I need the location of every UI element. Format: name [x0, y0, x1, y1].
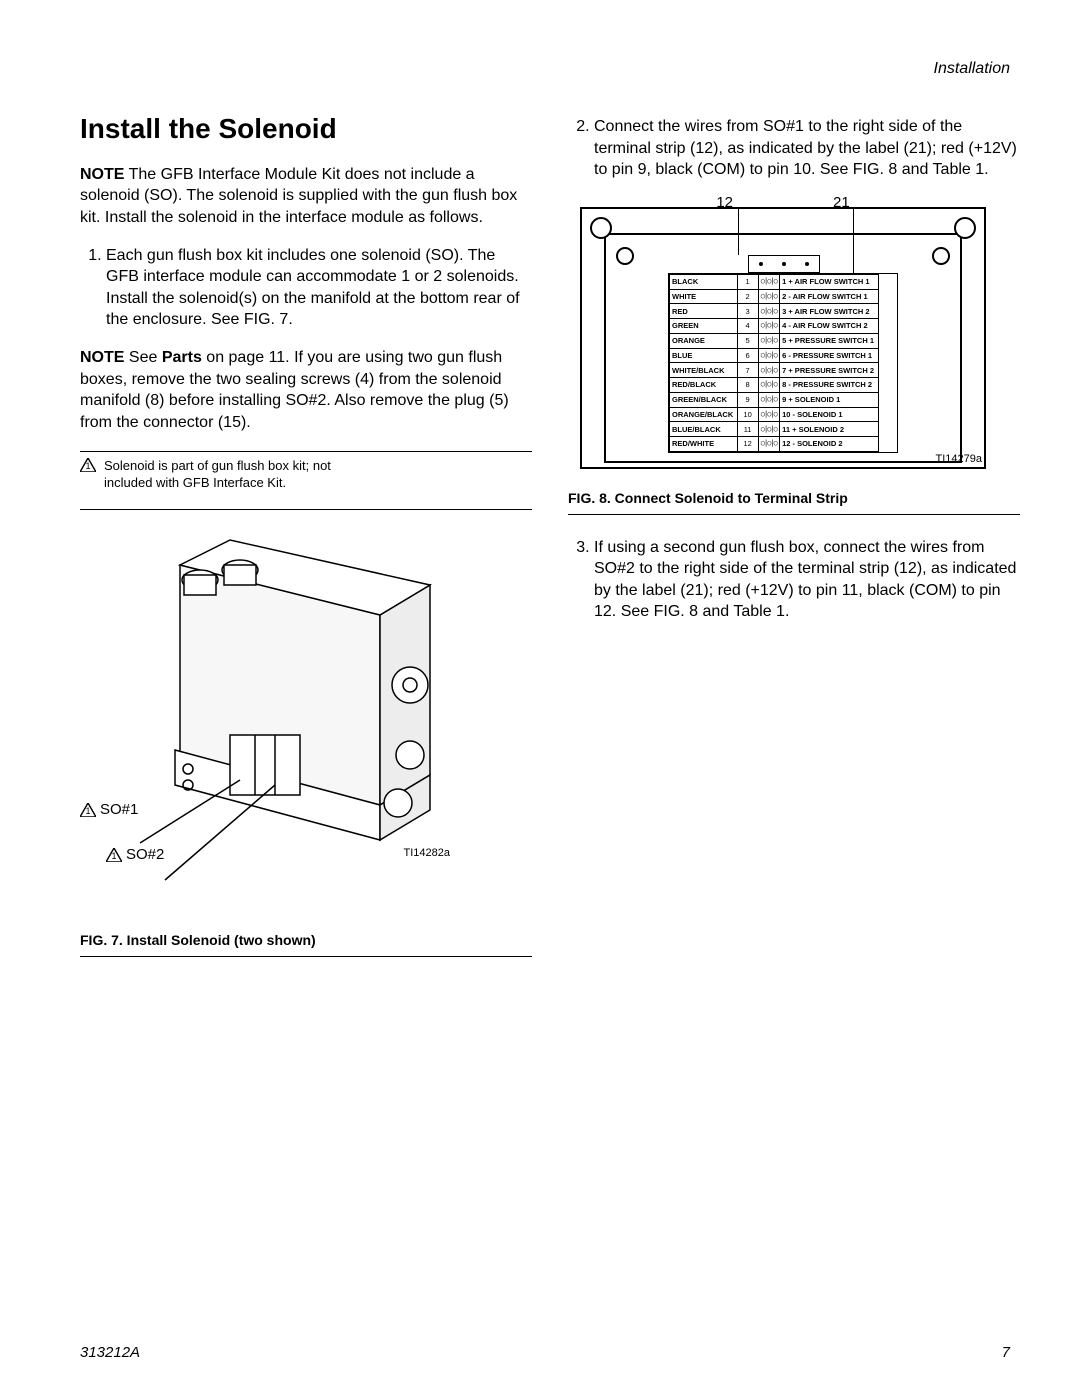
fig7-label-so1: 1 SO#1 — [80, 800, 138, 820]
footer: 313212A 7 — [80, 1344, 1010, 1361]
intro-note-text: The GFB Interface Module Kit does not in… — [80, 166, 517, 226]
fig7-caption: FIG. 7. Install Solenoid (two shown) — [80, 931, 532, 957]
intro-note-prefix: NOTE — [80, 166, 124, 183]
figure-8: 12 21 BLACK1○|○|○1 + AIR FLOW SWITCH 1WH… — [568, 193, 998, 483]
fig7-caption-text: Install Solenoid (two shown) — [123, 932, 316, 948]
screw-icon — [954, 217, 976, 239]
page: Installation Install the Solenoid NOTE T… — [0, 0, 1080, 1397]
terminal-row: RED/WHITE12○|○|○12 - SOLENOID 2 — [670, 437, 879, 452]
step-3: If using a second gun flush box, connect… — [594, 537, 1020, 623]
note2-a: See — [124, 349, 161, 366]
running-header: Installation — [934, 60, 1011, 78]
right-column: Connect the wires from SO#1 to the right… — [568, 110, 1020, 957]
fig8-caption-fig: FIG. 8. — [568, 490, 611, 506]
fig7-so2-text: SO#2 — [126, 845, 164, 865]
screw-icon — [616, 247, 634, 265]
fig7-label-so2: 1 SO#2 — [106, 845, 164, 865]
terminal-strip: BLACK1○|○|○1 + AIR FLOW SWITCH 1WHITE2○|… — [668, 273, 898, 453]
step-2: Connect the wires from SO#1 to the right… — [594, 116, 1020, 181]
terminal-row: GREEN/BLACK9○|○|○9 + SOLENOID 1 — [670, 392, 879, 407]
terminal-row: ORANGE/BLACK10○|○|○10 - SOLENOID 1 — [670, 407, 879, 422]
fig8-caption: FIG. 8. Connect Solenoid to Terminal Str… — [568, 489, 1020, 515]
svg-text:1: 1 — [85, 806, 90, 816]
steps-right-a: Connect the wires from SO#1 to the right… — [568, 116, 1020, 181]
terminal-row: WHITE/BLACK7○|○|○7 + PRESSURE SWITCH 2 — [670, 363, 879, 378]
divider — [80, 509, 532, 510]
warning-icon: 1 — [80, 458, 96, 491]
fig7-so1-text: SO#1 — [100, 800, 138, 820]
screw-icon — [590, 217, 612, 239]
fig7-caption-fig: FIG. 7. — [80, 932, 123, 948]
page-number: 7 — [1002, 1344, 1010, 1361]
note2-prefix: NOTE — [80, 349, 124, 366]
fig8-ref: TI14279a — [936, 452, 982, 467]
left-column: Install the Solenoid NOTE The GFB Interf… — [80, 110, 532, 957]
caution-text: Solenoid is part of gun flush box kit; n… — [104, 458, 380, 491]
warning-icon: 1 — [106, 848, 122, 862]
svg-text:1: 1 — [85, 461, 90, 471]
connector-top — [748, 255, 820, 273]
fig7-ref: TI14282a — [404, 846, 450, 861]
intro-note: NOTE The GFB Interface Module Kit does n… — [80, 164, 532, 229]
terminal-row: RED3○|○|○3 + AIR FLOW SWITCH 2 — [670, 304, 879, 319]
section-title: Install the Solenoid — [80, 110, 532, 148]
terminal-row: ORANGE5○|○|○5 + PRESSURE SWITCH 1 — [670, 333, 879, 348]
terminal-row: BLUE/BLACK11○|○|○11 + SOLENOID 2 — [670, 422, 879, 437]
fig7-drawing — [80, 525, 450, 925]
step-1: Each gun flush box kit includes one sole… — [106, 245, 532, 331]
note2-b: Parts — [162, 349, 202, 366]
svg-text:1: 1 — [111, 851, 116, 861]
note-2: NOTE See Parts on page 11. If you are us… — [80, 347, 532, 433]
steps-right-b: If using a second gun flush box, connect… — [568, 537, 1020, 623]
terminal-row: GREEN4○|○|○4 - AIR FLOW SWITCH 2 — [670, 319, 879, 334]
doc-number: 313212A — [80, 1344, 140, 1361]
figure-7: 1 SO#1 1 SO#2 TI14282a — [80, 525, 450, 925]
fig8-caption-text: Connect Solenoid to Terminal Strip — [611, 490, 848, 506]
terminal-row: WHITE2○|○|○2 - AIR FLOW SWITCH 1 — [670, 289, 879, 304]
caution-note: 1 Solenoid is part of gun flush box kit;… — [80, 458, 380, 491]
terminal-row: RED/BLACK8○|○|○8 - PRESSURE SWITCH 2 — [670, 378, 879, 393]
warning-icon: 1 — [80, 803, 96, 817]
screw-icon — [932, 247, 950, 265]
terminal-row: BLUE6○|○|○6 - PRESSURE SWITCH 1 — [670, 348, 879, 363]
divider — [80, 451, 532, 452]
terminal-row: BLACK1○|○|○1 + AIR FLOW SWITCH 1 — [670, 274, 879, 289]
steps-left: Each gun flush box kit includes one sole… — [80, 245, 532, 331]
